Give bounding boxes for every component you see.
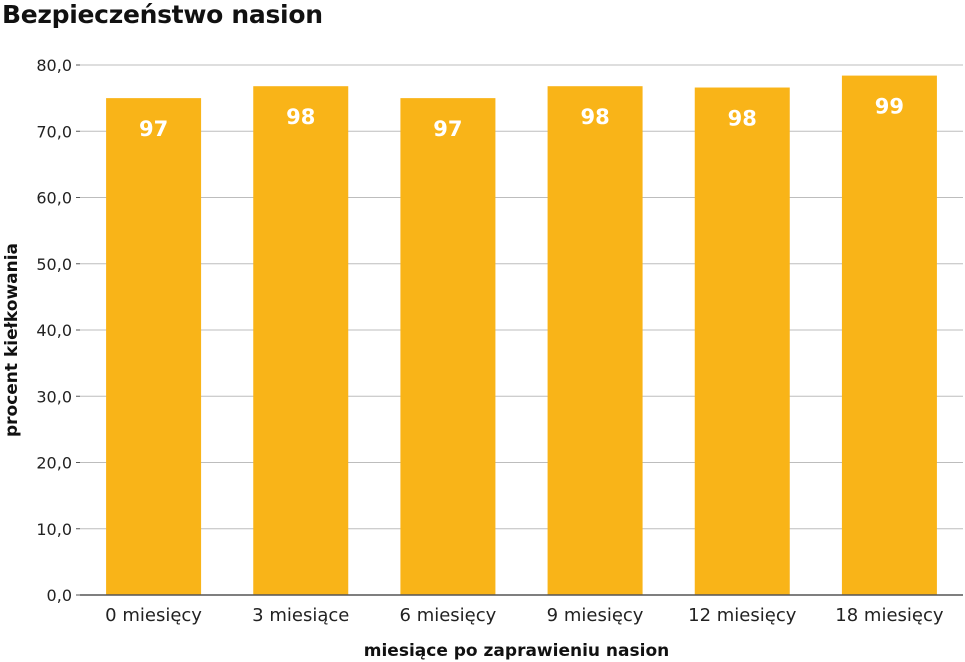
bar xyxy=(400,98,496,595)
y-tick-label: 70,0 xyxy=(36,122,72,141)
bars xyxy=(106,75,937,596)
y-axis-title: procent kiełkowania xyxy=(2,243,22,437)
x-category-label: 3 miesiące xyxy=(252,605,349,626)
y-tick-label: 30,0 xyxy=(36,387,72,406)
x-category-label: 0 miesięcy xyxy=(105,605,202,626)
bar xyxy=(106,98,202,595)
bar xyxy=(253,86,349,595)
x-category-label: 9 miesięcy xyxy=(547,605,644,626)
x-category-label: 6 miesięcy xyxy=(400,605,497,626)
chart-title: Bezpieczeństwo nasion xyxy=(2,0,323,29)
data-label: 98 xyxy=(728,107,757,131)
data-label: 97 xyxy=(139,117,168,141)
gridlines xyxy=(80,64,963,530)
y-tick-label: 80,0 xyxy=(36,56,72,75)
y-tick-label: 0,0 xyxy=(47,586,72,605)
y-tick-label: 50,0 xyxy=(36,255,72,274)
bar xyxy=(547,86,643,595)
bar xyxy=(694,87,790,596)
data-label: 98 xyxy=(580,105,609,129)
x-category-label: 18 miesięcy xyxy=(835,605,944,626)
x-axis-title: miesiące po zaprawieniu nasion xyxy=(364,641,670,661)
x-axis-categories: 0 miesięcy 3 miesiące 6 miesięcy 9 miesięcy… xyxy=(105,605,944,626)
y-axis-ticks: 0,0 10,0 20,0 30,0 40,0 50,0 60,0 70,0 80,0 xyxy=(36,56,80,605)
y-tick-label: 10,0 xyxy=(36,520,72,539)
data-label: 98 xyxy=(286,105,315,129)
x-category-label: 12 miesięcy xyxy=(688,605,797,626)
bar xyxy=(841,75,937,596)
data-labels: 97 98 97 98 98 99 xyxy=(139,95,904,142)
y-tick-label: 60,0 xyxy=(36,189,72,208)
data-label: 97 xyxy=(433,117,462,141)
y-tick-label: 20,0 xyxy=(36,454,72,473)
y-tick-label: 40,0 xyxy=(36,321,72,340)
data-label: 99 xyxy=(875,95,904,119)
